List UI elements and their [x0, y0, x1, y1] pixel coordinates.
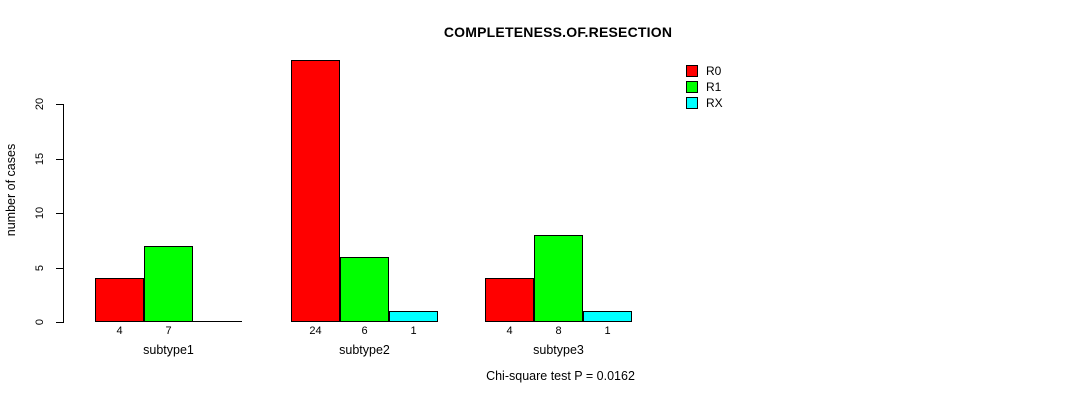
bar-r0-subtype1	[95, 278, 144, 322]
y-axis-line	[63, 104, 64, 323]
legend-label: RX	[706, 96, 723, 110]
chart-title: COMPLETENESS.OF.RESECTION	[443, 24, 673, 40]
y-axis-tick-label: 0	[34, 318, 46, 326]
bar-rx-subtype1-zero	[193, 321, 242, 322]
bar-r0-subtype3	[485, 278, 534, 322]
y-axis-title: number of cases	[4, 143, 18, 237]
bar-value-label: 6	[361, 325, 368, 337]
bar-rx-subtype2	[389, 311, 438, 322]
legend-label: R0	[706, 64, 722, 78]
bar-r1-subtype1	[144, 246, 193, 322]
legend-swatch-r1	[686, 81, 698, 93]
y-axis-tick	[56, 159, 63, 160]
bar-value-label: 1	[410, 325, 417, 337]
category-label-subtype2: subtype2	[339, 343, 390, 357]
y-axis-tick-label: 20	[34, 97, 46, 111]
bar-value-label: 8	[555, 325, 562, 337]
category-label-subtype1: subtype1	[143, 343, 194, 357]
bar-value-label: 4	[116, 325, 123, 337]
bar-value-label: 1	[604, 325, 611, 337]
chi-square-annotation: Chi-square test P = 0.0162	[486, 369, 635, 383]
legend-item-r0: R0	[686, 63, 723, 79]
legend-swatch-r0	[686, 65, 698, 77]
legend: R0 R1 RX	[686, 63, 723, 111]
bar-value-label: 4	[506, 325, 513, 337]
bar-r1-subtype2	[340, 257, 389, 322]
legend-swatch-rx	[686, 97, 698, 109]
y-axis-tick-label: 15	[34, 152, 46, 166]
legend-label: R1	[706, 80, 722, 94]
y-axis-tick	[56, 322, 63, 323]
y-axis-tick	[56, 268, 63, 269]
y-axis-tick	[56, 104, 63, 105]
legend-item-r1: R1	[686, 79, 723, 95]
legend-item-rx: RX	[686, 95, 723, 111]
y-axis-tick	[56, 213, 63, 214]
bar-r1-subtype3	[534, 235, 583, 322]
category-label-subtype3: subtype3	[533, 343, 584, 357]
y-axis-tick-label: 10	[34, 206, 46, 220]
bar-r0-subtype2	[291, 60, 340, 322]
bar-value-label: 24	[309, 325, 322, 337]
bar-value-label: 7	[165, 325, 172, 337]
y-axis-tick-label: 5	[34, 264, 46, 272]
bar-rx-subtype3	[583, 311, 632, 322]
